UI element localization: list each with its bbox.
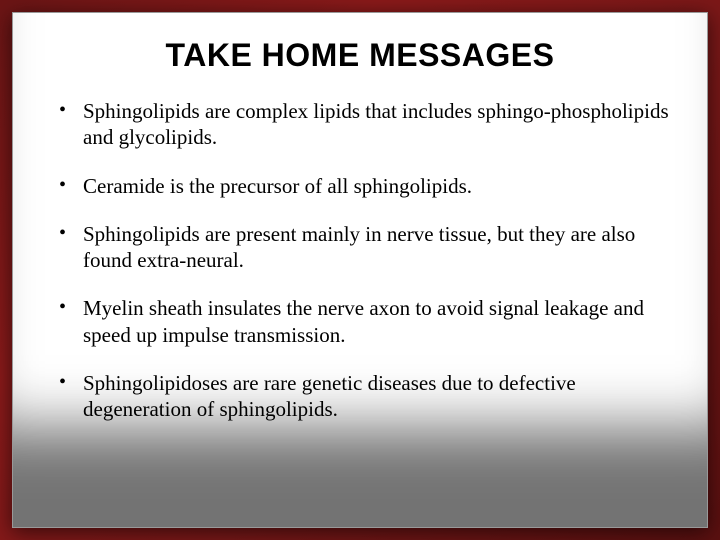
bullet-item: Sphingolipids are present mainly in nerv… bbox=[59, 221, 679, 274]
bullet-item: Myelin sheath insulates the nerve axon t… bbox=[59, 295, 679, 348]
bullet-list: Sphingolipids are complex lipids that in… bbox=[41, 98, 679, 422]
bullet-item: Ceramide is the precursor of all sphingo… bbox=[59, 173, 679, 199]
slide-frame: TAKE HOME MESSAGES Sphingolipids are com… bbox=[12, 12, 708, 528]
bullet-item: Sphingolipidoses are rare genetic diseas… bbox=[59, 370, 679, 423]
bullet-item: Sphingolipids are complex lipids that in… bbox=[59, 98, 679, 151]
slide-title: TAKE HOME MESSAGES bbox=[41, 37, 679, 74]
